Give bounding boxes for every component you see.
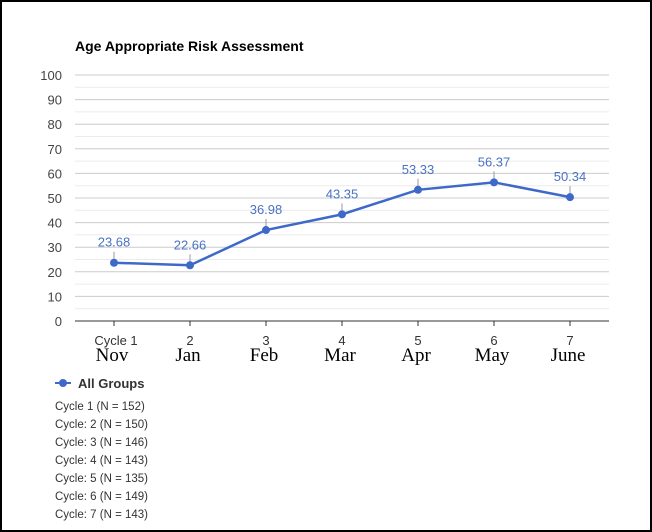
x-tick-label: 6 <box>490 333 497 348</box>
data-point <box>186 261 194 270</box>
month-label: May <box>475 345 510 366</box>
x-tick-label: 3 <box>262 333 269 348</box>
legend-item-all-groups[interactable]: All Groups <box>55 375 148 391</box>
y-tick-label: 90 <box>48 93 62 108</box>
y-tick-label: 40 <box>48 216 62 231</box>
y-tick-label: 70 <box>48 142 62 157</box>
legend: All Groups Cycle 1 (N = 152) Cycle: 2 (N… <box>55 375 148 524</box>
y-tick-label: 20 <box>48 265 62 280</box>
month-label: Feb <box>250 345 279 366</box>
y-tick-label: 100 <box>40 68 62 83</box>
data-point <box>338 210 346 219</box>
data-label: 56.37 <box>478 154 511 169</box>
x-tick-label: 5 <box>414 333 421 348</box>
y-tick-label: 0 <box>55 314 62 329</box>
month-label: June <box>551 345 586 366</box>
x-tick-label: 2 <box>186 333 193 348</box>
data-point <box>566 193 574 202</box>
month-label: Jan <box>175 345 201 366</box>
data-label: 23.68 <box>98 235 131 250</box>
x-tick-label: Cycle 1 <box>94 333 137 348</box>
data-label: 43.35 <box>326 186 359 201</box>
note-cycle-2: Cycle: 2 (N = 150) <box>55 419 148 431</box>
data-label: 50.34 <box>554 169 587 184</box>
note-cycle-1: Cycle 1 (N = 152) <box>55 401 145 413</box>
data-point <box>414 185 422 194</box>
month-label: Mar <box>324 345 356 366</box>
y-tick-label: 60 <box>48 166 62 181</box>
data-label: 22.66 <box>174 237 207 252</box>
month-label: Apr <box>401 345 431 366</box>
month-label: Nov <box>96 345 129 366</box>
chart-title: Age Appropriate Risk Assessment <box>75 38 304 54</box>
note-cycle-3: Cycle: 3 (N = 146) <box>55 437 148 449</box>
note-cycle-6: Cycle: 6 (N = 149) <box>55 491 148 503</box>
note-cycle-7: Cycle: 7 (N = 143) <box>55 509 148 521</box>
data-point <box>262 226 270 235</box>
legend-label: All Groups <box>78 375 145 391</box>
y-tick-label: 80 <box>48 117 62 132</box>
data-label: 36.98 <box>250 202 283 217</box>
data-point <box>490 178 498 187</box>
data-point <box>110 258 118 267</box>
x-tick-label: 7 <box>566 333 573 348</box>
legend-swatch <box>55 377 71 389</box>
note-cycle-5: Cycle: 5 (N = 135) <box>55 473 148 485</box>
sample-size-notes: Cycle 1 (N = 152) Cycle: 2 (N = 150) Cyc… <box>55 398 148 524</box>
x-tick-label: 4 <box>338 333 345 348</box>
data-label: 53.33 <box>402 162 435 177</box>
y-tick-label: 10 <box>48 289 62 304</box>
note-cycle-4: Cycle: 4 (N = 143) <box>55 455 148 467</box>
y-tick-label: 30 <box>48 240 62 255</box>
y-tick-label: 50 <box>48 191 62 206</box>
